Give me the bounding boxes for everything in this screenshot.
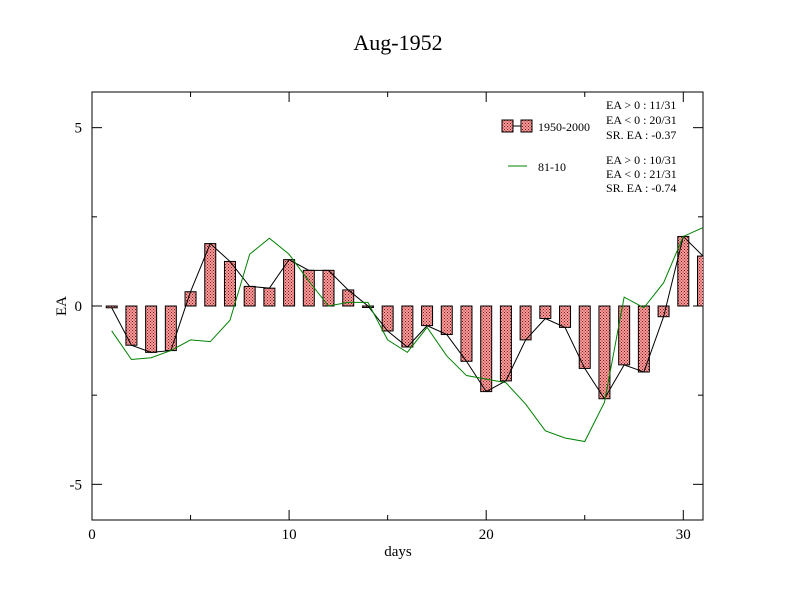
bar-day-30 [677,235,690,307]
bar-day-2 [125,305,138,346]
bar-day-22 [519,305,532,341]
legend-label-1950-2000: 1950-2000 [538,120,590,134]
legend-swatch-1950-2000 [501,119,514,133]
bar-day-3 [145,305,158,353]
bar-day-15 [381,305,394,332]
bar-day-16 [401,305,414,348]
bar-day-1 [105,305,118,309]
x-tick-label: 10 [282,527,297,543]
plot-area [105,227,703,443]
bar-day-7 [223,260,236,307]
bar-day-23 [539,305,552,319]
bar-day-18 [440,305,453,336]
bar-day-17 [421,305,434,327]
y-axis-label: EA [54,296,70,316]
x-tick-label: 30 [676,527,691,543]
x-tick-label: 20 [479,527,494,543]
legend-stat-1950-2000: EA < 0 : 20/31 [606,113,677,127]
bar-day-4 [164,305,177,352]
y-tick-label: 0 [75,299,83,315]
legend-stat-1950-2000: SR. EA : -0.37 [606,128,676,142]
chart-title: Aug-1952 [353,30,442,55]
legend-stat-81-10: SR. EA : -0.74 [606,181,676,195]
axes: 0 10 20 30 -5 0 5 [70,92,703,543]
bar-day-24 [559,305,572,328]
legend-swatch-1950-2000 [520,119,533,133]
bar-day-9 [263,287,276,307]
bar-day-8 [243,285,256,307]
bar-day-26 [598,305,611,400]
bar-day-19 [460,305,473,362]
legend-label-81-10: 81-10 [538,160,566,174]
legend-stat-1950-2000: EA > 0 : 11/31 [606,98,676,112]
bar-day-10 [283,259,296,307]
y-tick-label: -5 [70,477,83,493]
legend-stat-81-10: EA < 0 : 21/31 [606,167,677,181]
x-axis-label: days [384,544,412,560]
bar-day-31 [697,255,703,307]
y-tick-label: 5 [75,121,83,137]
legend-stat-81-10: EA > 0 : 10/31 [606,153,677,167]
series-line-1950-2000 [111,235,703,400]
bar-day-27 [618,305,631,366]
bar-day-21 [499,305,512,382]
series-line-81-10 [111,227,703,443]
x-tick-label: 0 [88,527,96,543]
bar-day-25 [578,305,591,369]
